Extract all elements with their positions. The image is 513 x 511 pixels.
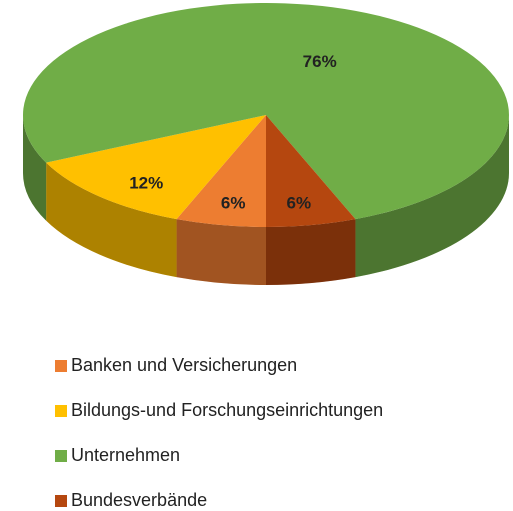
data-label: 6% [221,194,246,213]
legend-label: Bundesverbände [71,490,207,510]
data-label: 76% [303,52,337,71]
slice-side [46,162,177,278]
data-label: 6% [286,194,311,213]
slice [46,115,266,220]
legend-label: Bildungs-und Forschungseinrichtungen [71,400,383,420]
legend-label: Banken und Versicherungen [71,355,297,375]
data-label: 12% [129,173,163,192]
legend-label: Unternehmen [71,445,180,465]
slice [266,115,356,227]
slice-side [266,219,356,285]
slice-side-shade [266,219,356,285]
slice-side [23,115,47,221]
slice-side [355,115,509,278]
slice-side [176,219,266,285]
slice-side-shade [46,162,177,278]
legend-swatch [55,450,67,462]
legend-swatch [55,360,67,372]
legend-swatch [55,495,67,507]
slice-side-shade [23,115,47,221]
slice [176,115,266,227]
slice [22,2,509,220]
slice-side-shade [176,219,266,285]
slice-side-shade [355,115,509,278]
legend-swatch [55,405,67,417]
